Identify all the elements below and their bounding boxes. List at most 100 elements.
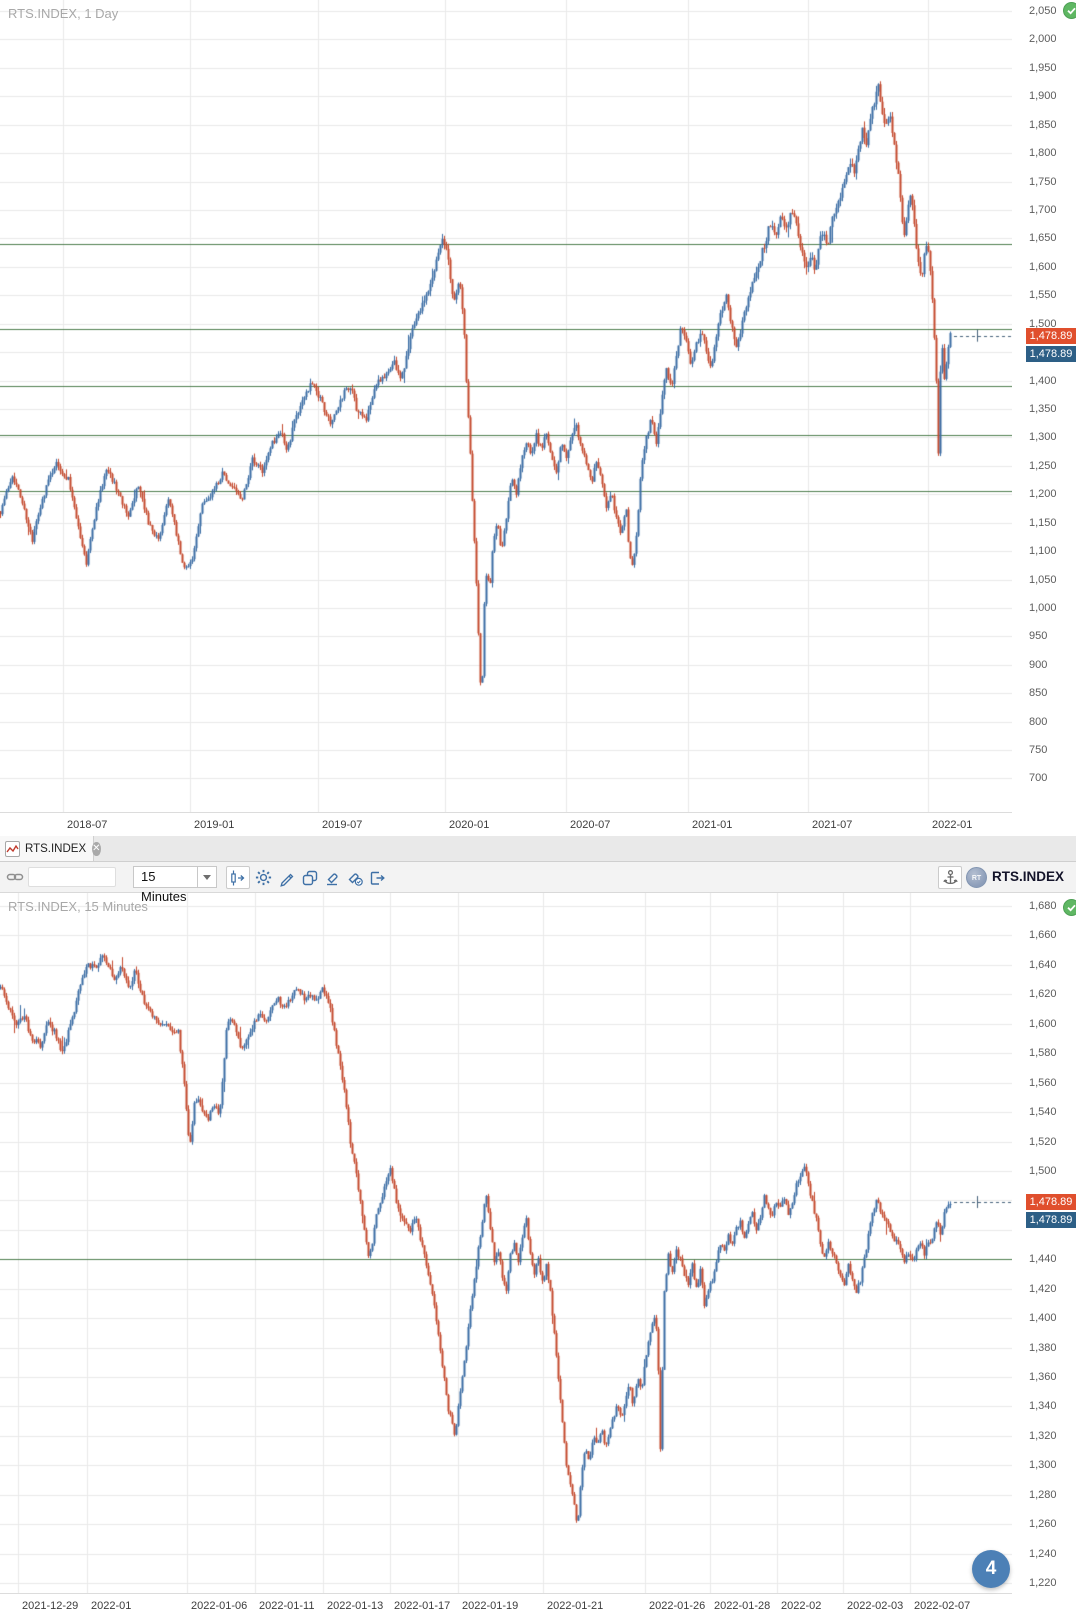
y-axis-label: 950 (1029, 630, 1048, 642)
y-axis-label: 800 (1029, 716, 1048, 728)
intraday-chart-canvas[interactable] (0, 893, 1012, 1594)
settings-button[interactable] (253, 867, 274, 888)
x-axis-label: 2019-01 (194, 819, 235, 831)
y-axis-label: 1,100 (1029, 545, 1057, 557)
y-axis-label: 1,850 (1029, 119, 1057, 131)
y-axis-label: 1,660 (1029, 929, 1057, 941)
y-axis-label: 1,420 (1029, 1283, 1057, 1295)
y-axis-label: 1,440 (1029, 1253, 1057, 1265)
status-check-icon (1063, 899, 1076, 916)
y-axis-label: 750 (1029, 744, 1048, 756)
chart-tab-bar: RTS.INDEX ✕ (0, 836, 1076, 862)
status-check-icon (1063, 2, 1076, 19)
timeframe-dropdown-button[interactable] (197, 866, 217, 888)
daily-chart-canvas[interactable] (0, 0, 1012, 813)
symbol-avatar[interactable]: RT (966, 867, 987, 888)
y-axis-label: 1,600 (1029, 1018, 1057, 1030)
y-axis-label: 2,000 (1029, 33, 1057, 45)
tab-rts-index[interactable]: RTS.INDEX ✕ (0, 836, 101, 861)
x-axis-label: 2022-01-13 (327, 1600, 384, 1612)
x-axis-label: 2022-01-17 (394, 1600, 451, 1612)
symbol-search-input[interactable] (28, 867, 116, 887)
tab-label: RTS.INDEX (25, 842, 87, 855)
detach-chart-button[interactable] (366, 867, 387, 888)
bid-price-label: 1,478.89 (1026, 328, 1076, 344)
x-axis-label: 2022-02-03 (847, 1600, 904, 1612)
y-axis-label: 1,540 (1029, 1106, 1057, 1118)
close-icon[interactable]: ✕ (92, 841, 101, 856)
chevron-down-icon (203, 874, 211, 880)
y-axis-label: 1,500 (1029, 318, 1057, 330)
x-axis-label: 2022-01-26 (649, 1600, 706, 1612)
copy-icon (302, 870, 317, 885)
y-axis-label: 1,320 (1029, 1430, 1057, 1442)
y-axis-label: 700 (1029, 772, 1048, 784)
y-axis-label: 1,560 (1029, 1077, 1057, 1089)
x-axis-label: 2021-07 (812, 819, 853, 831)
anchor-icon (942, 869, 958, 884)
y-axis-label: 1,250 (1029, 460, 1057, 472)
y-axis-label: 1,350 (1029, 403, 1057, 415)
x-axis-label: 2022-01-06 (191, 1600, 248, 1612)
eraser-check-icon (348, 873, 363, 886)
x-axis-label: 2020-01 (449, 819, 490, 831)
y-axis-label: 1,340 (1029, 1400, 1057, 1412)
link-icon[interactable] (6, 868, 24, 891)
x-axis-label: 2022-01-21 (547, 1600, 604, 1612)
x-axis-label: 2022-02-07 (914, 1600, 971, 1612)
export-icon (370, 871, 385, 885)
daily-chart-pane: RTS.INDEX, 1 Day 1,478.89 1,478.89 2,050… (0, 0, 1076, 831)
chart-toolbar: 15 Minutes (0, 862, 1076, 904)
clear-drawings-button[interactable] (344, 867, 365, 888)
timeframe-select[interactable]: 15 Minutes (133, 866, 217, 904)
x-axis-label: 2020-07 (570, 819, 611, 831)
y-axis-label: 1,200 (1029, 488, 1057, 500)
draw-button[interactable] (276, 867, 297, 888)
chart-title-daily: RTS.INDEX, 1 Day (8, 6, 119, 21)
bid-price-label: 1,478.89 (1026, 1194, 1076, 1210)
anchor-button[interactable] (938, 866, 962, 889)
y-axis-label: 1,400 (1029, 375, 1057, 387)
x-axis-label: 2022-01-19 (462, 1600, 519, 1612)
notification-badge[interactable]: 4 (972, 1550, 1010, 1588)
x-axis-label: 2022-01-11 (259, 1600, 315, 1612)
x-axis-label: 2022-01 (932, 819, 973, 831)
eraser-button[interactable] (322, 867, 343, 888)
y-axis-label: 1,900 (1029, 90, 1057, 102)
timeframe-value[interactable]: 15 Minutes (133, 866, 197, 904)
y-axis-label: 1,260 (1029, 1518, 1057, 1530)
y-axis-label: 1,620 (1029, 988, 1057, 1000)
y-axis-label: 1,050 (1029, 574, 1057, 586)
y-axis-label: 1,650 (1029, 232, 1057, 244)
y-axis-label: 1,360 (1029, 1371, 1057, 1383)
x-axis-label: 2021-12-29 (22, 1600, 79, 1612)
ask-price-label: 1,478.89 (1026, 346, 1076, 362)
y-axis-label: 1,280 (1029, 1489, 1057, 1501)
y-axis-label: 1,800 (1029, 147, 1057, 159)
y-axis-label: 1,950 (1029, 62, 1057, 74)
intraday-chart-pane: RTS.INDEX, 15 Minutes 1,478.89 1,478.89 … (0, 893, 1076, 1618)
eraser-icon (326, 872, 338, 885)
y-axis-label: 1,500 (1029, 1165, 1057, 1177)
duplicate-chart-button[interactable] (299, 867, 320, 888)
candle-shift-button[interactable] (226, 866, 250, 889)
y-axis-label: 850 (1029, 687, 1048, 699)
y-axis-label: 1,700 (1029, 204, 1057, 216)
y-axis-label: 1,680 (1029, 900, 1057, 912)
chart-title-intraday: RTS.INDEX, 15 Minutes (8, 899, 148, 914)
toolbar-symbol-label: RTS.INDEX (992, 869, 1065, 884)
y-axis-label: 1,300 (1029, 431, 1057, 443)
y-axis-label: 1,240 (1029, 1548, 1057, 1560)
ask-price-label: 1,478.89 (1026, 1212, 1076, 1228)
y-axis-label: 1,300 (1029, 1459, 1057, 1471)
y-axis-label: 1,000 (1029, 602, 1057, 614)
x-axis-label: 2019-07 (322, 819, 363, 831)
gear-icon (255, 869, 272, 886)
x-axis-label: 2022-02 (781, 1600, 822, 1612)
y-axis-label: 1,640 (1029, 959, 1057, 971)
x-axis-label: 2021-01 (692, 819, 733, 831)
y-axis-label: 1,150 (1029, 517, 1057, 529)
line-chart-icon (5, 840, 20, 857)
x-axis-label: 2022-01-28 (714, 1600, 771, 1612)
